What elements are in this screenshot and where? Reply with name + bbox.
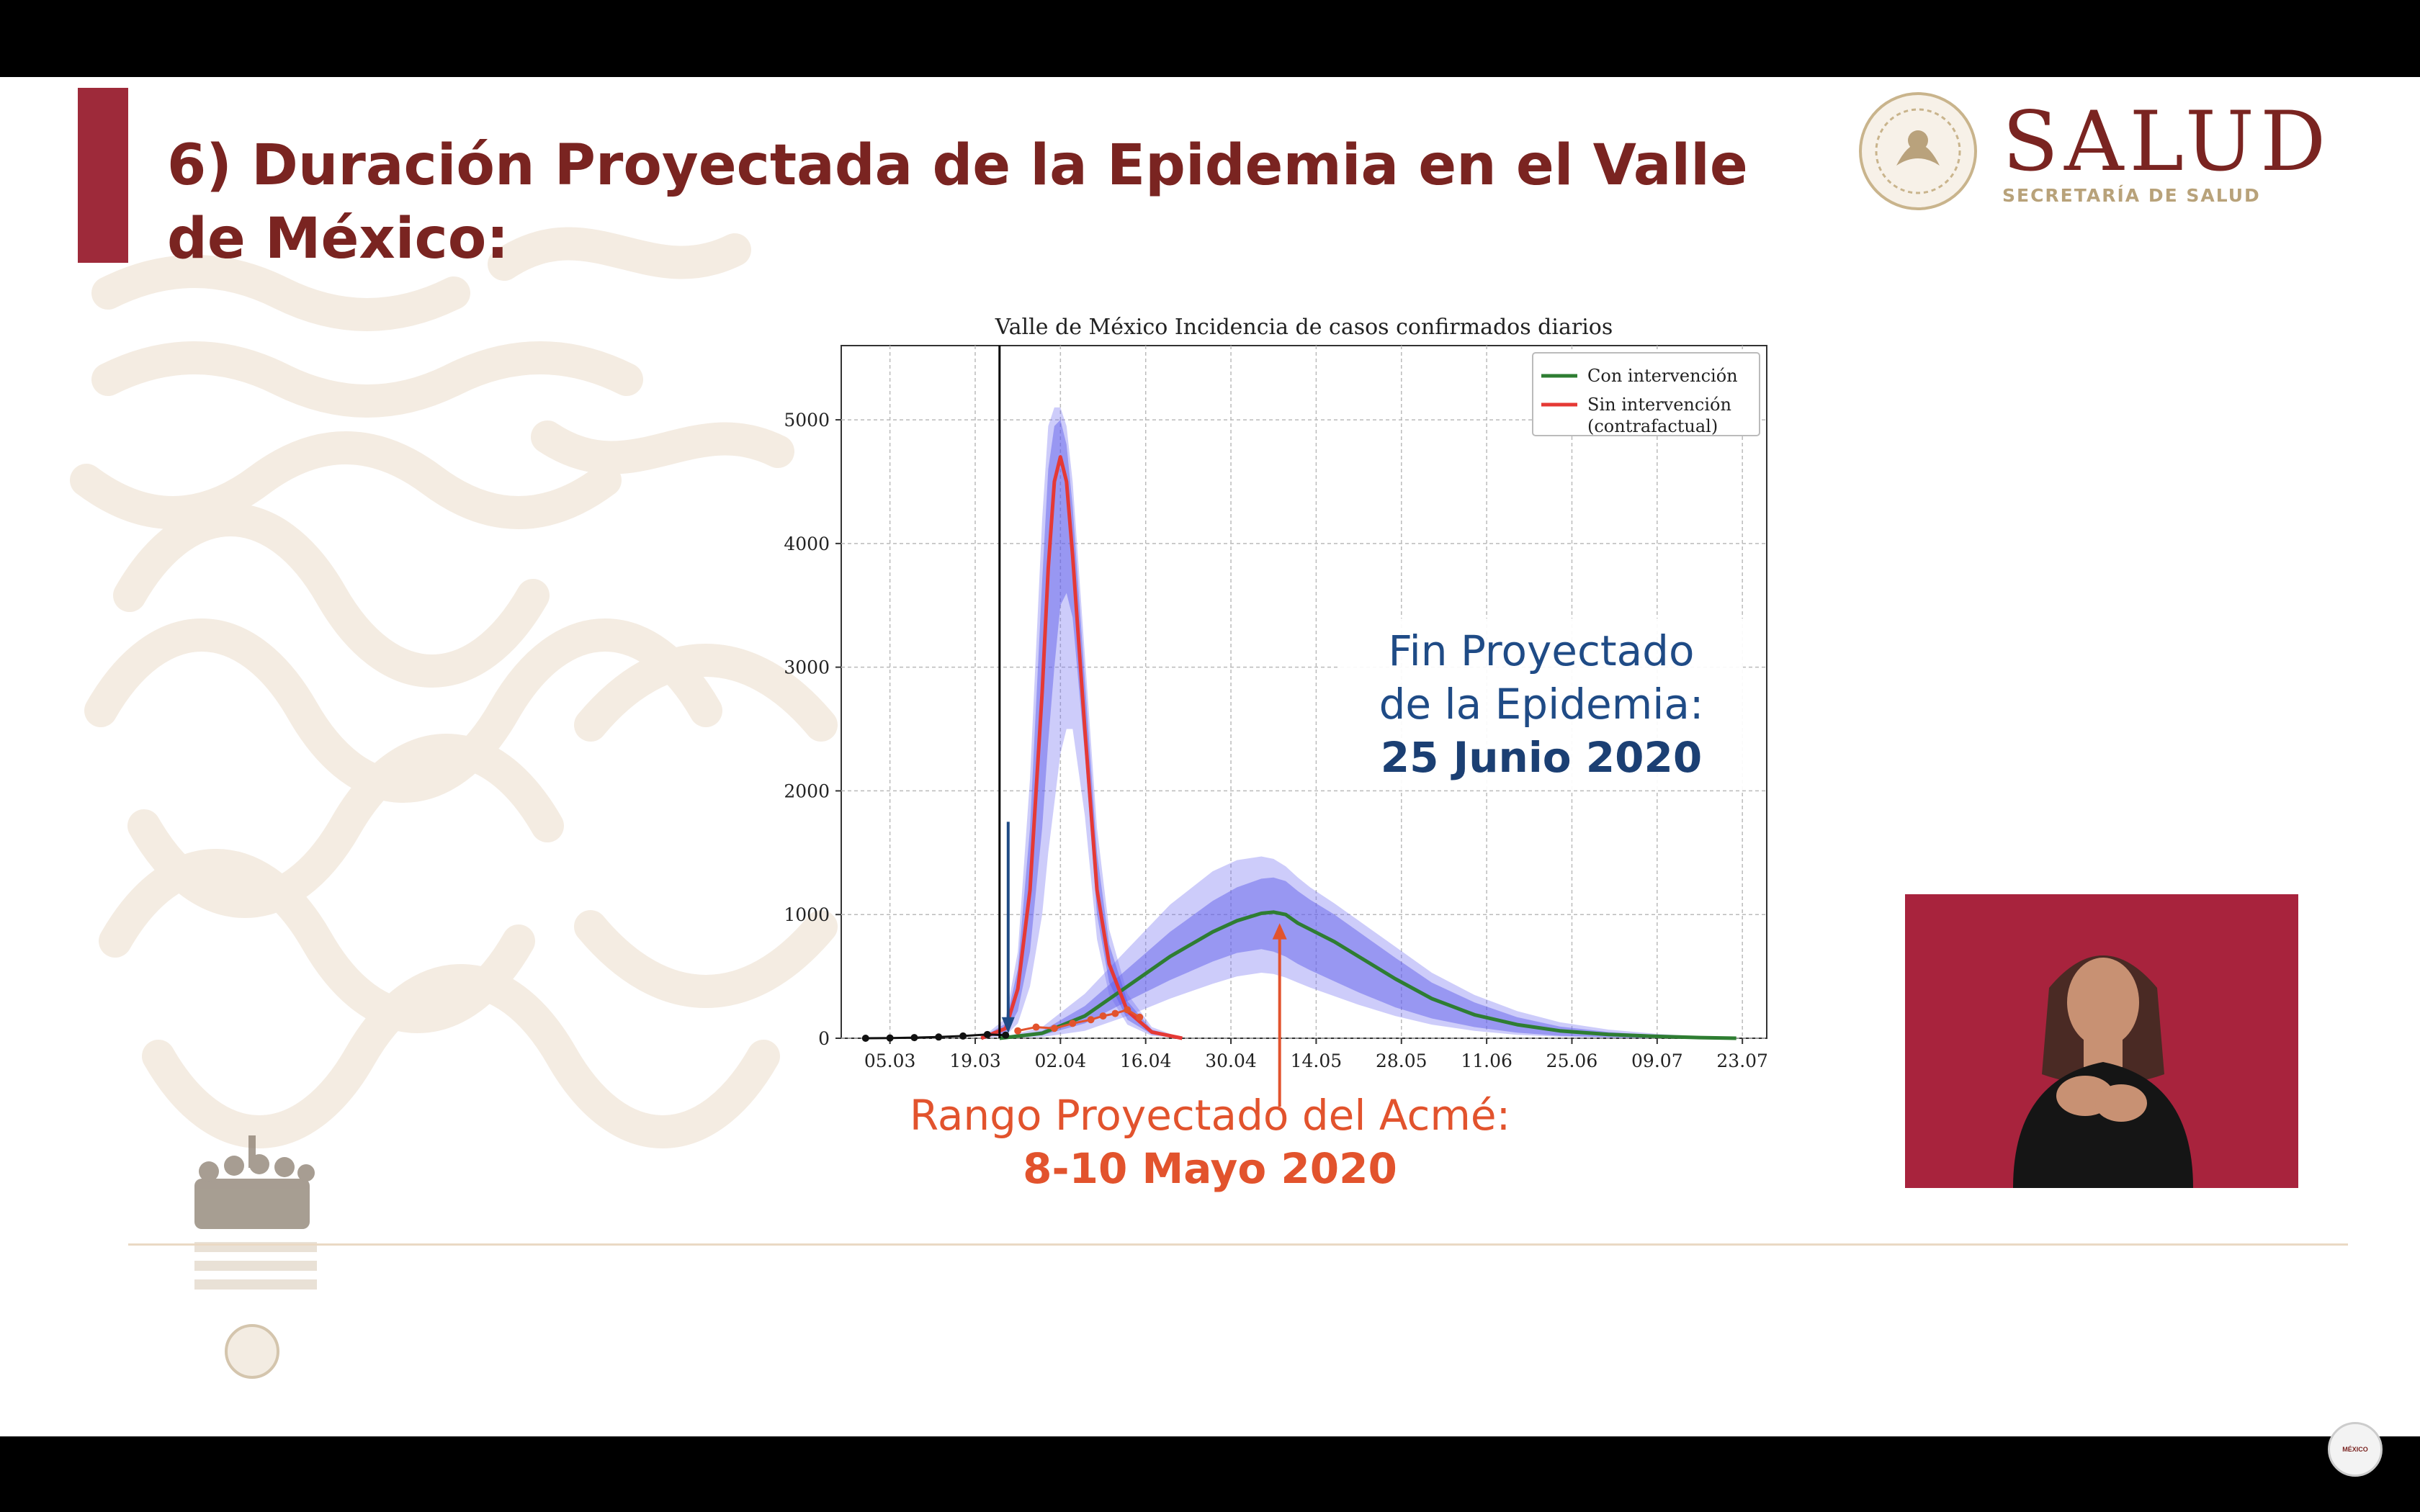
projected-end-line2: de la Epidemia: <box>1379 680 1704 729</box>
x-tick-label: 02.04 <box>1035 1050 1087 1071</box>
salud-logo-text: SALUD <box>2002 94 2332 189</box>
background-pattern <box>70 227 838 1148</box>
x-tick-label: 23.07 <box>1716 1050 1768 1071</box>
bottom-black-bar <box>0 1436 2420 1512</box>
chart-title: Valle de México Incidencia de casos conf… <box>995 315 1613 340</box>
peak-range-dates: 8-10 Mayo 2020 <box>1023 1144 1397 1193</box>
observed-cases-series-3-point <box>1014 1027 1022 1035</box>
y-tick-label: 0 <box>818 1028 830 1049</box>
peak-range-annotation: Rango Proyectado del Acmé: 8-10 Mayo 202… <box>807 1089 1613 1195</box>
chart-legend <box>1532 352 1760 436</box>
title-accent-bar <box>78 88 128 263</box>
x-tick-label: 16.04 <box>1120 1050 1172 1071</box>
x-tick-label: 30.04 <box>1205 1050 1257 1071</box>
y-tick-label: 5000 <box>784 410 830 431</box>
series-with-intervention-line <box>999 910 1736 1040</box>
salud-logo-subtitle: SECRETARÍA DE SALUD <box>2002 185 2261 206</box>
mexico-corner-badge-icon: MÉXICO <box>2328 1422 2383 1477</box>
x-tick-label: 19.03 <box>949 1050 1001 1071</box>
peak-arrow-head <box>1272 923 1287 940</box>
peak-range-line1: Rango Proyectado del Acmé: <box>909 1091 1511 1140</box>
series-0-inner-band <box>999 877 1736 1038</box>
observed-cases-series-2 <box>865 1033 1006 1040</box>
slide-title: 6) Duración Proyectada de la Epidemia en… <box>167 133 1748 271</box>
y-tick-label: 3000 <box>784 657 830 678</box>
incidence-chart: Valle de México Incidencia de casos conf… <box>784 315 1768 1107</box>
footer-divider <box>128 1243 2348 1246</box>
observed-cases-series-3 <box>1017 1008 1140 1032</box>
top-black-bar <box>0 0 2420 77</box>
x-tick-label: 25.06 <box>1546 1050 1598 1071</box>
y-tick-label: 4000 <box>784 534 830 554</box>
projected-end-date: 25 Junio 2020 <box>1380 733 1703 782</box>
legend-without-intervention-label: Sin intervención (contrafactual) <box>1587 395 1731 436</box>
x-tick-label: 11.06 <box>1461 1050 1512 1071</box>
x-tick-label: 05.03 <box>864 1050 916 1071</box>
series-0-outer-band <box>999 856 1736 1038</box>
x-tick-label: 14.05 <box>1291 1050 1343 1071</box>
projected-end-annotation: Fin Proyectado de la Epidemia: 25 Junio … <box>1340 618 1743 790</box>
legend-with-intervention-label: Con intervención <box>1587 366 1738 386</box>
intervention-arrow-head <box>1001 1017 1015 1034</box>
x-tick-label: 28.05 <box>1376 1050 1428 1071</box>
y-tick-label: 1000 <box>784 904 830 925</box>
sign-language-interpreter-video <box>1905 894 2298 1188</box>
x-tick-label: 09.07 <box>1631 1050 1683 1071</box>
series-without-intervention-line <box>980 455 1183 1040</box>
mexico-seal-icon <box>1859 92 1977 210</box>
footer-heroes-seal-logo <box>194 1135 317 1379</box>
y-tick-label: 2000 <box>784 780 830 801</box>
presentation-slide: 6) Duración Proyectada de la Epidemia en… <box>0 77 2420 1436</box>
projected-end-line1: Fin Proyectado <box>1388 626 1695 675</box>
